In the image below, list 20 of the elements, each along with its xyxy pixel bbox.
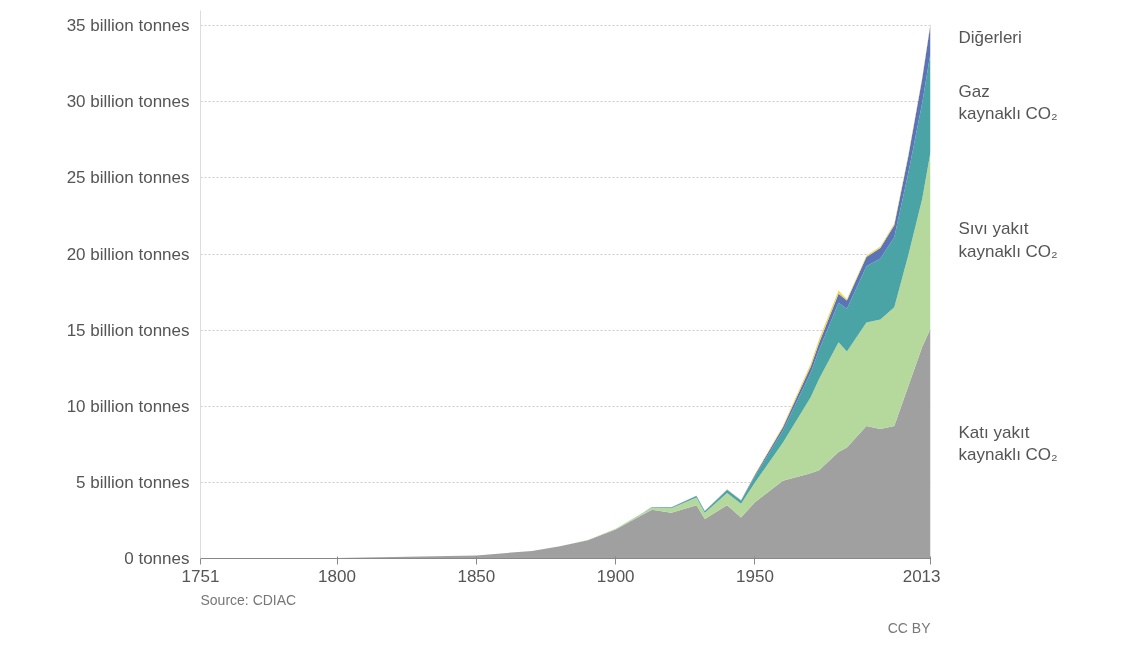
y-tick-label: 25 billion tonnes bbox=[66, 168, 190, 188]
x-tick-label: 1850 bbox=[457, 566, 496, 586]
y-tick-label: 5 billion tonnes bbox=[76, 472, 190, 492]
text: CC BY bbox=[887, 619, 932, 636]
y-tick-label: 35 billion tonnes bbox=[66, 16, 190, 36]
x-tick-label: 1800 bbox=[318, 566, 356, 586]
series-label: Gaz kaynaklı CO₂ bbox=[958, 81, 1058, 124]
x-tick-label: 1950 bbox=[736, 566, 774, 586]
series-label: Sıvı yakıt kaynaklı CO₂ bbox=[958, 219, 1058, 262]
series-label: Diğerleri bbox=[958, 28, 1022, 48]
x-tick-label: 2013 bbox=[902, 566, 941, 586]
x-tick-label: 1900 bbox=[596, 566, 635, 586]
y-tick-label: 15 billion tonnes bbox=[66, 320, 190, 340]
y-tick-label: 0 tonnes bbox=[124, 549, 190, 568]
series-label: Katı yakıt kaynaklı CO₂ bbox=[958, 422, 1058, 465]
y-tick-label: 20 billion tonnes bbox=[66, 244, 190, 264]
y-tick-label: 30 billion tonnes bbox=[66, 92, 190, 112]
x-tick-label: 1751 bbox=[181, 566, 220, 586]
source-note: Source: CDIAC bbox=[200, 591, 297, 608]
y-tick-label: 10 billion tonnes bbox=[66, 396, 190, 416]
